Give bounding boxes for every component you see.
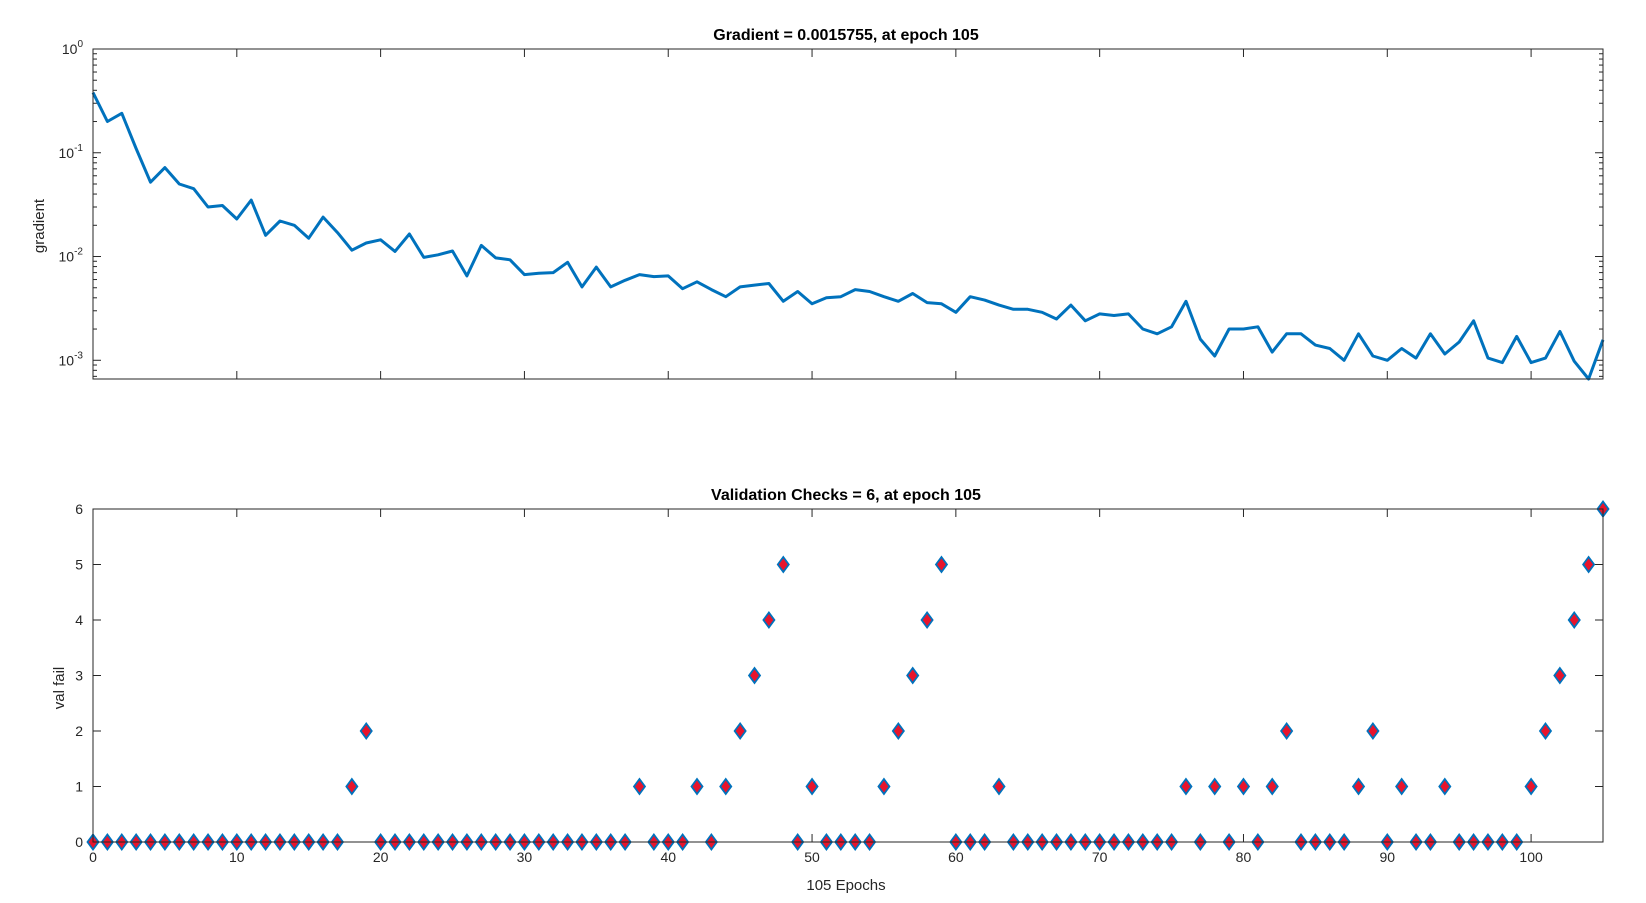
y-tick-label: 1	[75, 779, 83, 795]
x-tick-label: 10	[229, 849, 245, 865]
val-fail-point	[690, 777, 704, 796]
validation-axes-frame	[92, 508, 1604, 843]
x-tick-label: 100	[1519, 849, 1543, 865]
val-fail-point	[1582, 555, 1596, 574]
val-fail-point	[1208, 777, 1222, 796]
y-tick-label: 10-3	[59, 350, 84, 368]
val-fail-point	[345, 777, 359, 796]
validation-chart-title: Validation Checks = 6, at epoch 105	[711, 487, 981, 504]
y-tick-label: 10-1	[59, 143, 84, 161]
val-fail-point	[920, 610, 934, 630]
val-fail-point	[805, 777, 819, 796]
x-tick-label: 0	[89, 849, 97, 865]
val-fail-point	[1236, 777, 1251, 796]
gradient-line	[91, 91, 1605, 381]
val-fail-point	[1280, 721, 1294, 741]
val-fail-point	[747, 666, 762, 685]
y-tick-label: 5	[75, 557, 83, 573]
y-tick-label: 100	[62, 39, 84, 57]
gradient-y-axis-label: gradient	[31, 198, 48, 253]
val-fail-point	[877, 777, 891, 796]
val-fail-point	[1567, 610, 1581, 630]
val-fail-point	[906, 666, 920, 685]
validation-x-ticks: 0 10 20 30 40 50 60 70 80 90 100	[89, 509, 1543, 865]
validation-panel: Validation Checks = 6, at epoch 105 val …	[51, 487, 1610, 894]
val-fail-point	[1366, 721, 1380, 741]
x-tick-label: 50	[804, 849, 820, 865]
val-fail-point	[891, 721, 905, 741]
y-tick-label: 10-2	[59, 247, 84, 265]
validation-series	[86, 499, 1610, 852]
val-fail-point	[1179, 777, 1193, 796]
val-fail-point	[632, 777, 647, 796]
val-fail-point	[776, 555, 790, 574]
x-tick-label: 70	[1092, 849, 1108, 865]
gradient-series	[91, 91, 1605, 381]
val-fail-point	[992, 777, 1006, 796]
validation-y-ticks: 0 1 2 3 4 5 6	[75, 501, 1603, 850]
y-tick-label: 6	[75, 501, 83, 517]
val-fail-point	[359, 721, 373, 741]
val-fail-point	[1395, 777, 1409, 796]
val-fail-point	[733, 721, 747, 741]
y-tick-label: 0	[75, 834, 83, 850]
validation-x-axis-label: 105 Epochs	[806, 877, 885, 894]
val-fail-point	[1438, 777, 1452, 796]
val-fail-point	[1351, 777, 1366, 796]
y-tick-label: 2	[75, 723, 83, 739]
val-fail-point	[934, 555, 949, 574]
y-tick-label: 4	[75, 612, 83, 628]
x-tick-label: 90	[1379, 849, 1395, 865]
val-fail-point	[1553, 666, 1567, 685]
val-fail-point	[1265, 777, 1279, 796]
val-fail-point	[762, 610, 776, 630]
val-fail-point	[719, 777, 733, 796]
val-fail-point	[1538, 721, 1553, 741]
y-tick-label: 3	[75, 668, 83, 684]
val-fail-point	[1524, 777, 1538, 796]
x-tick-label: 30	[517, 849, 533, 865]
x-tick-label: 60	[948, 849, 964, 865]
validation-y-axis-label: val fail	[51, 667, 68, 710]
x-tick-label: 40	[660, 849, 676, 865]
x-tick-label: 80	[1236, 849, 1252, 865]
gradient-chart-title: Gradient = 0.0015755, at epoch 105	[713, 27, 979, 44]
gradient-axes-frame	[92, 48, 1604, 380]
x-tick-label: 20	[373, 849, 389, 865]
